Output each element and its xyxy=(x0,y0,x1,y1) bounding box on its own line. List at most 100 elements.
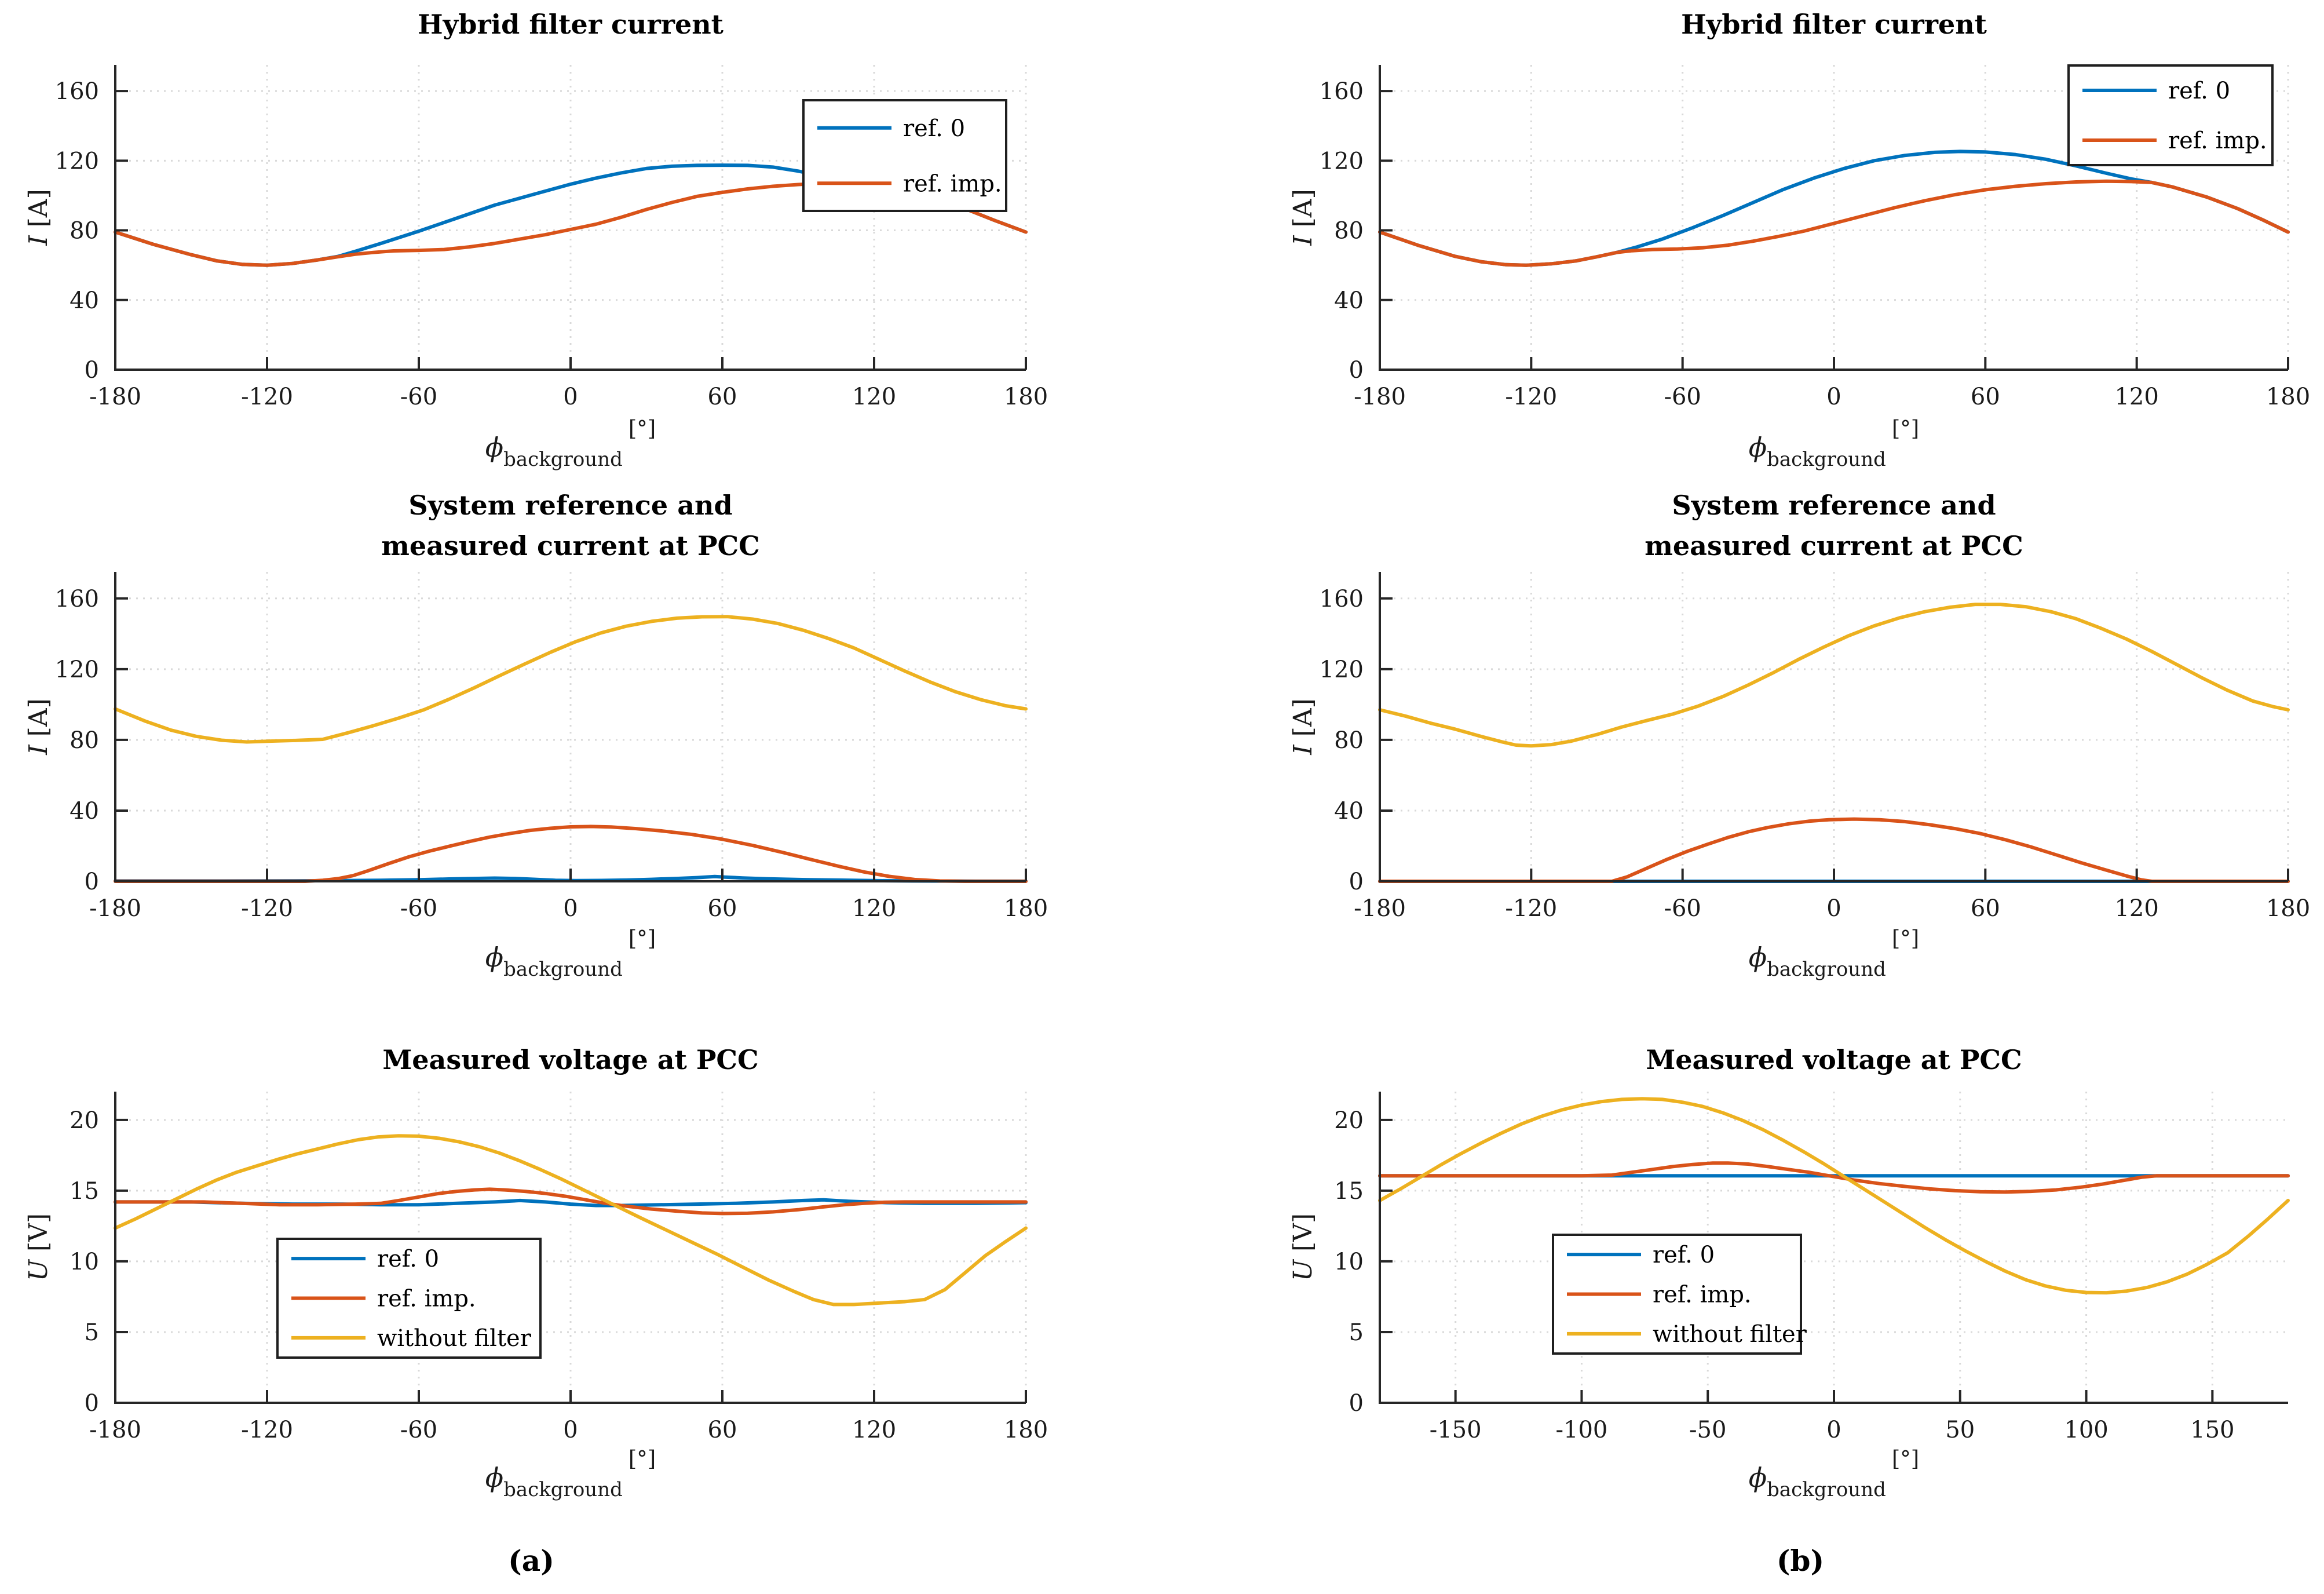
chart-hybrid-filter-current-a: -180 -120 -60 0 60 120 180 0 40 80 120 160 Hybrid fi… xyxy=(24,9,1048,471)
x-tick-label: 60 xyxy=(708,895,737,922)
x-tick-label: 120 xyxy=(852,1417,896,1443)
x-tick-label: 0 xyxy=(1826,384,1841,410)
x-tick-label: 0 xyxy=(563,895,578,922)
legend-box xyxy=(2067,64,2274,166)
series-line-ref-imp xyxy=(114,1187,1028,1216)
x-tick-label: 60 xyxy=(708,384,737,410)
legend: ref. 0 ref. imp. xyxy=(2067,64,2274,166)
x-tick-label: -60 xyxy=(400,1417,437,1443)
y-tick-label: 40 xyxy=(70,287,99,314)
legend-entry-label: ref. 0 xyxy=(2168,78,2230,104)
series-line-ref-imp xyxy=(114,825,1028,883)
x-tick-label: -60 xyxy=(400,384,437,410)
x-tick-label: -60 xyxy=(1664,895,1701,922)
x-tick-label: 60 xyxy=(1971,895,2000,922)
x-tick-label: -180 xyxy=(89,895,141,922)
y-tick-label: 0 xyxy=(85,1390,99,1417)
y-tick-label: 10 xyxy=(70,1249,99,1275)
y-tick-label: 160 xyxy=(55,586,99,612)
legend-entry-label: without filter xyxy=(1653,1321,1807,1348)
legend-entry-label: ref. imp. xyxy=(903,170,1002,197)
plot-title: System reference and xyxy=(408,490,732,521)
legend: ref. 0 ref. imp. without filter xyxy=(276,1238,542,1359)
x-tick-label: -120 xyxy=(1505,895,1557,922)
legend: ref. 0 ref. imp. without filter xyxy=(1552,1234,1807,1355)
y-tick-label: 0 xyxy=(1349,357,1364,384)
y-tick-label: 0 xyxy=(1349,1390,1364,1417)
y-axis-label: I[A] xyxy=(1288,698,1318,756)
panel-label-a: (a) xyxy=(508,1544,554,1578)
plot-title: Measured voltage at PCC xyxy=(1646,1044,2022,1075)
y-axis-label: U[V] xyxy=(24,1213,53,1281)
series-line-without-filter xyxy=(1378,603,2290,748)
panel-label-b: (b) xyxy=(1776,1544,1825,1578)
x-tick-label: -60 xyxy=(1664,384,1701,410)
x-tick-label: -180 xyxy=(89,384,141,410)
y-tick-label: 15 xyxy=(70,1178,99,1205)
x-tick-label: 180 xyxy=(1004,384,1048,410)
x-tick-label: -150 xyxy=(1430,1417,1482,1443)
x-tick-label: -180 xyxy=(1354,384,1406,410)
y-tick-label: 15 xyxy=(1334,1178,1364,1205)
y-tick-label: 0 xyxy=(85,357,99,384)
legend-entry-label: ref. imp. xyxy=(377,1286,476,1312)
y-tick-label: 5 xyxy=(1349,1319,1364,1346)
y-tick-label: 120 xyxy=(55,148,99,174)
legend-box xyxy=(802,99,1007,212)
x-tick-label: -120 xyxy=(241,895,293,922)
x-tick-label: -100 xyxy=(1556,1417,1608,1443)
x-tick-label: 0 xyxy=(563,1417,578,1443)
y-axis-label: I[A] xyxy=(24,189,53,246)
x-tick-label: 150 xyxy=(2190,1417,2234,1443)
x-tick-label: -180 xyxy=(1354,895,1406,922)
x-tick-label: -50 xyxy=(1689,1417,1726,1443)
chart-hybrid-filter-current-b: -180 -120 -60 0 60 120 180 0 40 80 120 160 Hybrid fi… xyxy=(1288,9,2310,471)
x-axis-label: ϕbackground[°] xyxy=(485,1446,656,1501)
y-tick-label: 80 xyxy=(70,727,99,754)
y-tick-label: 120 xyxy=(1320,148,1364,174)
y-tick-label: 120 xyxy=(1320,656,1364,683)
x-tick-label: 60 xyxy=(708,1417,737,1443)
y-axis-label: I[A] xyxy=(24,698,53,756)
y-tick-label: 0 xyxy=(1349,869,1364,895)
x-axis-label: ϕbackground[°] xyxy=(1749,416,1919,471)
x-tick-label: 0 xyxy=(1826,1417,1841,1443)
chart-system-reference-measured-current-b: -180 -120 -60 0 60 120 180 0 40 80 120 160 System re… xyxy=(1288,490,2310,981)
y-tick-label: 160 xyxy=(1320,78,1364,105)
plot-title: System reference and xyxy=(1672,490,1996,521)
x-tick-label: 120 xyxy=(2114,895,2158,922)
y-tick-label: 5 xyxy=(85,1319,99,1346)
y-axis-label: I[A] xyxy=(1288,189,1318,246)
legend-entry-label: ref. 0 xyxy=(903,115,965,142)
series-line-ref-imp xyxy=(1378,817,2290,883)
x-tick-label: 180 xyxy=(2266,895,2310,922)
plot-title: Measured voltage at PCC xyxy=(382,1044,758,1075)
x-tick-label: -60 xyxy=(400,895,437,922)
series-line-ref-0 xyxy=(1378,149,2290,267)
y-tick-label: 80 xyxy=(1334,218,1364,245)
y-tick-label: 0 xyxy=(85,869,99,895)
legend: ref. 0 ref. imp. xyxy=(802,99,1007,212)
y-axis-label: U[V] xyxy=(1288,1213,1318,1281)
y-tick-label: 10 xyxy=(1334,1249,1364,1275)
x-tick-label: 0 xyxy=(1826,895,1841,922)
y-tick-label: 160 xyxy=(1320,586,1364,612)
x-tick-label: -120 xyxy=(241,384,293,410)
y-tick-label: 40 xyxy=(1334,798,1364,825)
y-tick-label: 80 xyxy=(70,218,99,245)
y-tick-label: 40 xyxy=(1334,287,1364,314)
x-tick-label: -120 xyxy=(1505,384,1557,410)
legend-entry-label: ref. imp. xyxy=(1653,1282,1752,1308)
y-tick-label: 40 xyxy=(70,798,99,825)
x-tick-label: -120 xyxy=(241,1417,293,1443)
series-line-without-filter xyxy=(114,1134,1028,1307)
x-tick-label: 100 xyxy=(2064,1417,2108,1443)
x-axis-label: ϕbackground[°] xyxy=(1749,1446,1919,1501)
chart-measured-voltage-pcc-b: -150 -100 -50 0 50 100 150 0 5 10 15 20 Measured vol… xyxy=(1288,1044,2290,1501)
y-tick-label: 20 xyxy=(1334,1107,1364,1134)
plot-title: Hybrid filter current xyxy=(418,9,724,40)
x-tick-label: 120 xyxy=(2114,384,2158,410)
plot-title: Hybrid filter current xyxy=(1681,9,1987,40)
x-tick-label: 120 xyxy=(852,895,896,922)
